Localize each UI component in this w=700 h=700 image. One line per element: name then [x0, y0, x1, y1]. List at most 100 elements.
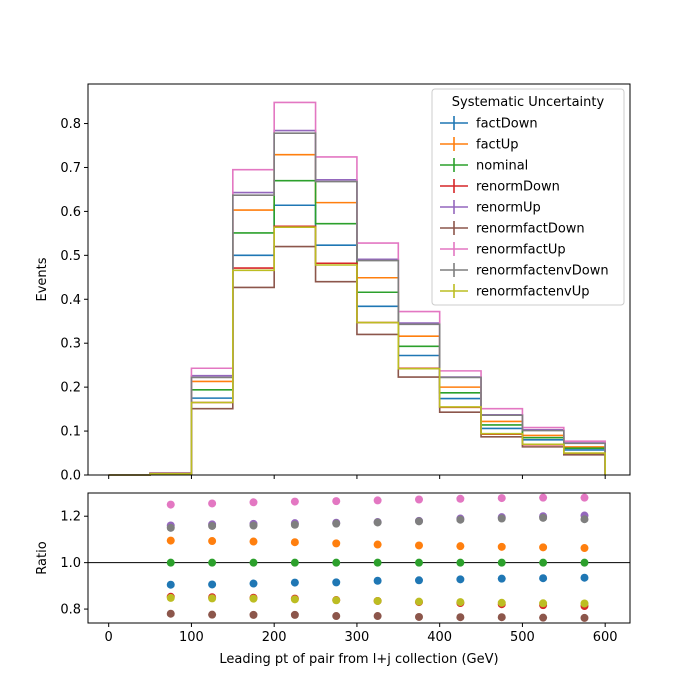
ratio-point-renormfactUp: [580, 493, 589, 502]
x-axis-label: Leading pt of pair from l+j collection (…: [219, 652, 498, 667]
ratio-point-renormfactenvUp: [456, 598, 465, 607]
ratio-point-renormfactDown: [249, 610, 258, 619]
legend-items: factDown factUp nominal renormDown renormUp r…: [440, 116, 609, 300]
ratio-point-factUp: [539, 543, 548, 552]
ratio-point-renormfactDown: [166, 609, 175, 618]
x-tick-label: 400: [427, 630, 452, 645]
ratio-point-nominal: [208, 558, 217, 567]
ratio-point-renormfactenvDown: [539, 513, 548, 522]
legend-label-renormfactenvDown: renormfactenvDown: [476, 264, 609, 279]
top-panel: 0.0 0.1 0.2 0.3 0.4 0.5 0.6 0.7 0.8 Events Syste…: [35, 83, 631, 484]
legend-title: Systematic Uncertainty: [452, 95, 605, 110]
ratio-point-renormfactUp: [497, 494, 506, 503]
ratio-point-renormfactDown: [497, 613, 506, 622]
ratio-point-renormfactUp: [290, 497, 299, 506]
ratio-point-renormfactenvUp: [332, 596, 341, 605]
ratio-point-factUp: [580, 544, 589, 553]
bottom-axes-frame: [87, 492, 631, 624]
ratio-point-factDown: [208, 580, 217, 589]
ratio-point-renormfactenvDown: [166, 523, 175, 532]
legend-label-renormfactUp: renormfactUp: [476, 243, 566, 258]
ratio-point-renormfactenvDown: [497, 514, 506, 523]
legend: Systematic Uncertainty factDown factUp nom…: [431, 88, 625, 306]
top-y-axis-label: Events: [35, 257, 50, 301]
ratio-point-factDown: [497, 574, 506, 583]
ratio-point-nominal: [539, 558, 548, 567]
ratio-point-nominal: [332, 558, 341, 567]
bottom-y-tick-label: 0.8: [60, 603, 81, 618]
ratio-point-renormfactUp: [539, 493, 548, 502]
ratio-point-renormfactDown: [539, 613, 548, 622]
ratio-point-nominal: [290, 558, 299, 567]
top-y-tick-label: 0.7: [60, 161, 81, 176]
ratio-point-renormfactenvDown: [373, 518, 382, 527]
ratio-point-renormfactenvDown: [414, 517, 423, 526]
x-tick-label: 500: [510, 630, 535, 645]
ratio-point-renormfactDown: [332, 612, 341, 621]
top-series-group: [108, 101, 606, 476]
ratio-point-renormfactenvDown: [249, 521, 258, 530]
top-y-ticks: 0.0 0.1 0.2 0.3 0.4 0.5 0.6 0.7 0.8: [60, 117, 88, 484]
ratio-point-renormfactUp: [414, 495, 423, 504]
x-tick-label: 300: [345, 630, 370, 645]
ratio-point-nominal: [580, 558, 589, 567]
legend-label-renormDown: renormDown: [476, 180, 560, 195]
ratio-point-renormfactenvUp: [373, 596, 382, 605]
ratio-point-renormfactUp: [166, 500, 175, 509]
bottom-x-ticks: 0 100 200 300 400 500 600: [105, 623, 618, 645]
bottom-y-tick-label: 1.2: [60, 510, 81, 525]
x-tick-label: 100: [179, 630, 204, 645]
ratio-point-renormfactenvUp: [208, 594, 217, 603]
histogram-renormfactenvDown: [108, 132, 606, 476]
top-y-tick-label: 0.1: [60, 425, 81, 440]
ratio-point-nominal: [456, 558, 465, 567]
top-y-tick-label: 0.0: [60, 469, 81, 484]
top-x-ticks: [108, 475, 606, 479]
ratio-point-renormfactDown: [414, 612, 423, 621]
legend-label-renormfactDown: renormfactDown: [476, 222, 585, 237]
ratio-point-renormfactDown: [580, 613, 589, 622]
legend-label-renormfactenvUp: renormfactenvUp: [476, 285, 590, 300]
ratio-point-renormfactenvDown: [580, 515, 589, 524]
legend-label-renormUp: renormUp: [476, 201, 541, 216]
ratio-point-renormfactUp: [332, 497, 341, 506]
ratio-point-factDown: [249, 579, 258, 588]
top-y-tick-label: 0.6: [60, 205, 81, 220]
ratio-point-factDown: [373, 576, 382, 585]
top-y-tick-label: 0.5: [60, 249, 81, 264]
legend-label-factDown: factDown: [476, 117, 538, 132]
bottom-y-tick-label: 1.0: [60, 556, 81, 571]
ratio-point-factDown: [539, 574, 548, 583]
x-tick-label: 200: [262, 630, 287, 645]
histogram-renormfactenvUp: [108, 226, 606, 476]
ratio-point-renormfactenvUp: [249, 594, 258, 603]
ratio-point-nominal: [249, 558, 258, 567]
x-tick-label: 0: [105, 630, 113, 645]
ratio-point-renormfactenvDown: [290, 520, 299, 529]
ratio-point-renormfactenvDown: [208, 521, 217, 530]
ratio-point-renormfactenvDown: [456, 515, 465, 524]
ratio-point-factUp: [290, 538, 299, 547]
top-axes-frame: [87, 83, 631, 476]
ratio-point-factUp: [332, 539, 341, 548]
ratio-point-factUp: [166, 536, 175, 545]
ratio-point-factUp: [208, 537, 217, 546]
ratio-point-nominal: [166, 558, 175, 567]
top-y-tick-label: 0.8: [60, 117, 81, 132]
ratio-point-factUp: [249, 537, 258, 546]
ratio-point-renormfactUp: [373, 496, 382, 505]
legend-label-nominal: nominal: [476, 159, 528, 174]
ratio-point-factDown: [166, 580, 175, 589]
ratio-point-factDown: [456, 575, 465, 584]
ratio-point-factUp: [456, 542, 465, 551]
ratio-point-renormfactenvUp: [539, 599, 548, 608]
bottom-y-axis-label: Ratio: [35, 541, 50, 574]
ratio-point-factUp: [373, 540, 382, 549]
ratio-point-renormfactUp: [456, 494, 465, 503]
x-tick-label: 600: [593, 630, 618, 645]
top-y-tick-label: 0.4: [60, 293, 81, 308]
ratio-point-nominal: [497, 558, 506, 567]
ratio-point-factDown: [580, 573, 589, 582]
legend-box: [431, 88, 625, 306]
